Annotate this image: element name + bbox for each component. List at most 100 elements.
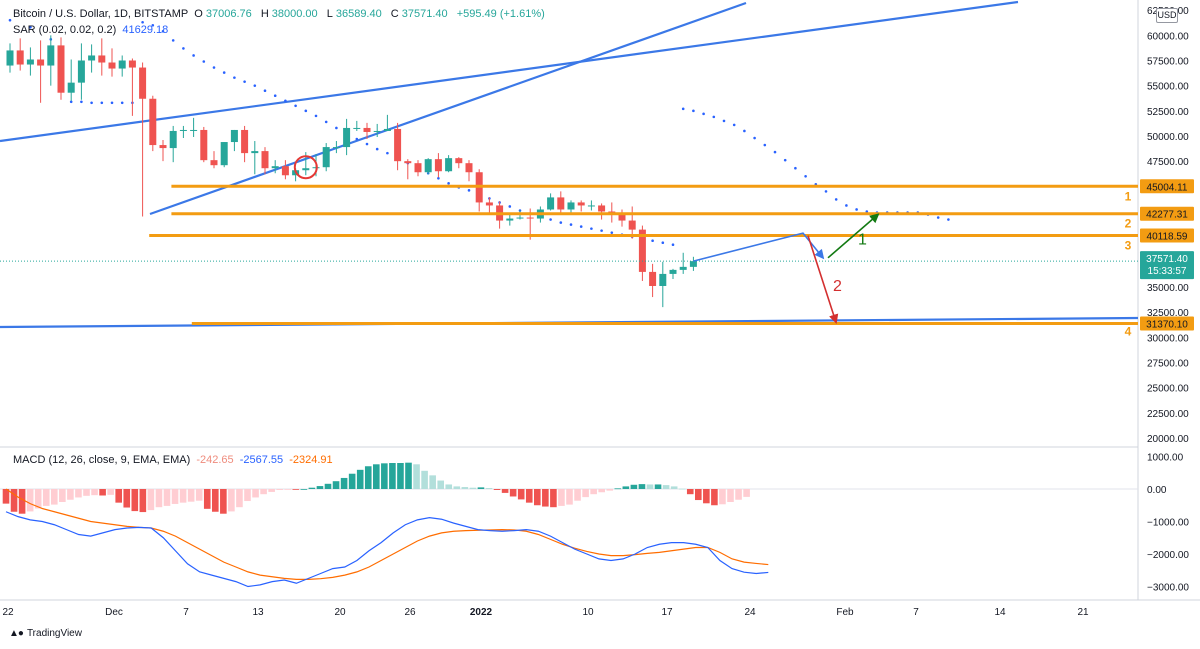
sar-dot [324, 120, 328, 124]
price-tick-label: 35000.00 [1147, 283, 1189, 294]
candle-body [88, 55, 96, 61]
level-price-tag-text: 42277.31 [1146, 210, 1188, 221]
sar-dot [936, 216, 940, 219]
macd-hist-bar [646, 484, 654, 489]
macd-hist-bar [107, 489, 114, 495]
candle-body [608, 211, 616, 213]
macd-hist-bar [493, 489, 501, 490]
candle-body [169, 130, 177, 149]
candle-body [139, 67, 147, 99]
macd-hist-bar [332, 481, 340, 489]
time-tick-label: 7 [183, 607, 189, 618]
macd-hist-bar [316, 486, 324, 489]
candle-body [353, 127, 361, 129]
macd-hist-bar [381, 463, 388, 489]
macd-hist-bar [268, 489, 275, 492]
candle-body [47, 45, 55, 66]
macd-hist-bar [662, 485, 670, 489]
sar-dot [161, 30, 165, 33]
annotation-label-2: 2 [833, 278, 842, 295]
macd-hist-bar [364, 466, 372, 489]
macd-hist-bar [445, 484, 453, 489]
level-price-tag-text: 40118.59 [1147, 231, 1188, 242]
level-price-tag [1140, 179, 1194, 194]
low-label: L [326, 8, 333, 20]
candle-body [679, 266, 687, 270]
time-tick-label: 10 [582, 607, 594, 618]
candle-body [659, 273, 667, 286]
pane-borders [0, 0, 1200, 601]
sar-legend[interactable]: SAR (0.02, 0.02, 0.2) 41629.18 [13, 24, 171, 36]
candle-body [251, 151, 259, 154]
macd-hist-bar [485, 488, 493, 489]
macd-hist-bar [276, 489, 283, 490]
sar-dot [579, 225, 583, 228]
candle-body [424, 159, 432, 173]
level-price-tag [1140, 206, 1194, 221]
time-tick-label: 21 [1077, 607, 1089, 618]
macd-hist-bar [2, 489, 10, 504]
price-tick-label: 22500.00 [1147, 409, 1189, 420]
candle-body [485, 202, 493, 206]
candle-body [261, 151, 269, 169]
tradingview-logo[interactable]: ▲● TradingView [9, 628, 82, 639]
macd-hist-bar [525, 489, 533, 503]
trendline-steep [149, 1, 747, 216]
change-value: +595.49 (+1.61%) [456, 8, 545, 20]
sar-dot [600, 229, 603, 232]
macd-title: MACD (12, 26, close, 9, EMA, EMA) [13, 454, 191, 466]
level-price-tag-text: 31370.10 [1146, 320, 1188, 331]
sar-dot [743, 129, 746, 133]
sar-dot [141, 20, 144, 24]
macd-hist-bar [75, 489, 82, 498]
trendline-upper [0, 0, 1019, 143]
candle-body [190, 129, 198, 131]
sar-dot [712, 115, 716, 119]
axis-price-labels: 45004.11 42277.31 40118.59 31370.10 37571.40… [1140, 179, 1194, 331]
price-tick-label: 52500.00 [1147, 107, 1189, 118]
sar-dot [692, 109, 695, 113]
sar-dot [304, 109, 308, 113]
ohlc-high: H 38000.00 [261, 8, 321, 20]
macd-hist-bar [654, 484, 662, 489]
sar-dot [467, 189, 471, 192]
macd-hist-bar [131, 489, 139, 512]
macd-hist-bar [614, 488, 622, 490]
sar-dot [273, 94, 277, 98]
candle-body [322, 147, 330, 168]
price-tick-label: 30000.00 [1147, 333, 1189, 344]
sar-dot [845, 204, 848, 207]
candle-body [445, 158, 453, 172]
macd-hist-bar [67, 489, 74, 500]
macd-axis: 1000.00 0.00 −1000.00 −2000.00 −3000.00 [1147, 453, 1189, 594]
macd-hist-bar [735, 489, 742, 500]
sar-dot [335, 126, 338, 130]
macd-hist-bar [582, 489, 589, 498]
candle-body [149, 98, 157, 146]
sar-dot [69, 100, 73, 104]
candle-body [526, 217, 534, 219]
candle-body [6, 50, 14, 66]
currency-button[interactable]: USD [1156, 8, 1178, 23]
macd-hist-bar [509, 489, 517, 497]
main-legend: Bitcoin / U.S. Dollar, 1D, BITSTAMP O 370… [13, 8, 548, 20]
candle-body [567, 202, 575, 210]
candle-body [404, 161, 412, 164]
price-tick-label: 57500.00 [1147, 57, 1189, 68]
candle-body [343, 127, 351, 148]
candle-body [434, 159, 442, 172]
sar-dot [151, 23, 155, 27]
level-number-label: 2 [1125, 217, 1132, 231]
sar-dot [29, 25, 32, 29]
sar-dot [855, 208, 858, 211]
macd-hist-bar [220, 489, 227, 514]
sar-dot [243, 80, 246, 83]
macd-hist-bar [195, 489, 203, 501]
candle-body [108, 62, 116, 69]
sar-dot [80, 100, 83, 104]
level-price-tag [1140, 316, 1194, 331]
candle-body [649, 271, 657, 286]
time-tick-label: 13 [252, 607, 264, 618]
macd-legend[interactable]: MACD (12, 26, close, 9, EMA, EMA) -242.6… [13, 454, 336, 466]
